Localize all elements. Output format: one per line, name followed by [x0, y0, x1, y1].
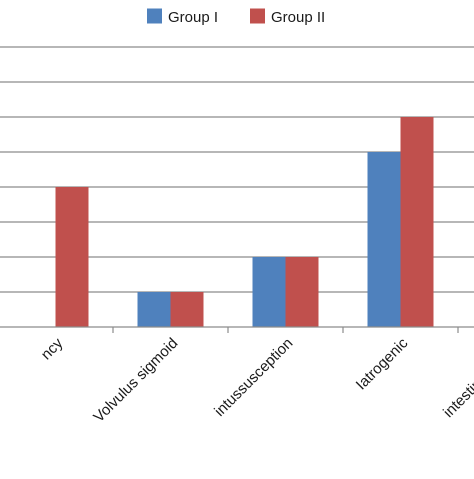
x-tick-label: Volvulus sigmoid	[90, 335, 181, 426]
x-axis	[0, 327, 474, 333]
bar-group-ii-1	[171, 292, 204, 327]
x-tick-label: ncy	[38, 334, 67, 363]
legend-swatch-group-ii	[250, 9, 265, 24]
bar-group-i-3	[368, 152, 401, 327]
bar-group-ii-2	[286, 257, 319, 327]
legend-swatch-group-i	[147, 9, 162, 24]
x-tick-label: Iatrogenic	[353, 334, 412, 393]
bar-group-i-2	[253, 257, 286, 327]
bar-group-i-1	[138, 292, 171, 327]
legend: Group I Group II	[147, 9, 325, 27]
x-tick-label: intestinal obstru	[440, 335, 474, 421]
bar-group-ii-3	[401, 117, 434, 327]
x-tick-labels: ncy Volvulus sigmoid intussusception Iatrog…	[38, 334, 474, 425]
x-tick-label: intussusception	[211, 335, 296, 420]
bar-group-ii-0	[56, 187, 89, 327]
legend-label-group-ii: Group II	[271, 9, 325, 26]
legend-label-group-i: Group I	[168, 9, 218, 26]
